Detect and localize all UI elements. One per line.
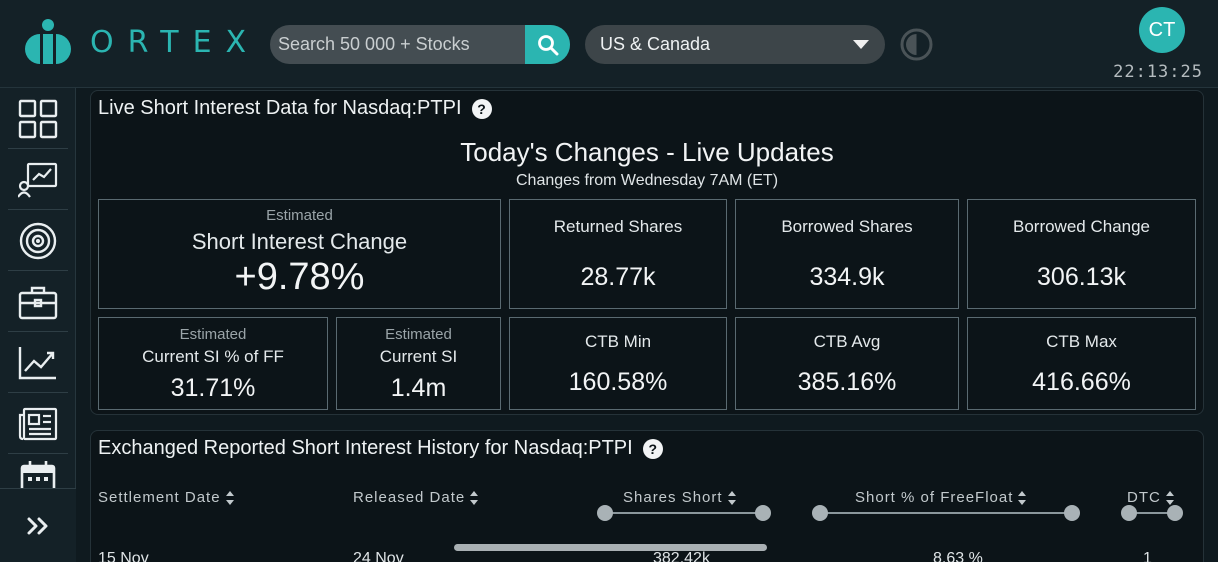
sort-icon — [1165, 490, 1175, 505]
cell-dtc: 1 — [1143, 550, 1152, 562]
live-panel-title-row: Live Short Interest Data for Nasdaq:PTPI… — [98, 97, 492, 120]
history-panel-title-row: Exchanged Reported Short Interest Histor… — [98, 437, 663, 460]
card-label: Borrowed Shares — [781, 217, 913, 236]
column-header-settlement-date[interactable]: Settlement Date — [98, 489, 235, 506]
todays-changes-subheading: Changes from Wednesday 7AM (ET) — [515, 172, 779, 189]
estimated-label: Estimated — [179, 326, 247, 343]
region-select[interactable]: US & Canada — [585, 25, 885, 64]
sort-icon — [225, 490, 235, 505]
ctb-avg-card: CTB Avg 385.16% — [735, 317, 959, 410]
ortex-logo-icon — [25, 19, 71, 64]
range-handle-min[interactable] — [812, 505, 828, 521]
search-icon — [537, 34, 558, 55]
borrowed-change-card: Borrowed Change 306.13k — [967, 199, 1196, 309]
help-icon[interactable]: ? — [642, 438, 663, 459]
range-handle-min[interactable] — [597, 505, 613, 521]
sidebar-item-analytics[interactable] — [0, 149, 76, 210]
dashboard-grid-icon — [18, 99, 58, 138]
borrowed-shares-card: Borrowed Shares 334.9k — [735, 199, 959, 309]
ortex-logo[interactable]: ORTEX — [24, 18, 260, 66]
card-value: 306.13k — [1037, 263, 1126, 291]
range-handle-max[interactable] — [1064, 505, 1080, 521]
short-interest-change-card: Estimated Short Interest Change +9.78% — [98, 199, 501, 309]
briefcase-icon — [18, 286, 58, 319]
sidebar-item-portfolio[interactable] — [0, 271, 76, 332]
top-header: ORTEX US & Canada CT 22:13:25 — [0, 0, 1218, 88]
ctb-max-card: CTB Max 416.66% — [967, 317, 1196, 410]
horizontal-scrollbar[interactable] — [454, 544, 767, 551]
card-label: Current SI — [379, 347, 458, 366]
card-label: Current SI % of FF — [142, 347, 284, 366]
card-value: 1.4m — [390, 374, 447, 402]
range-handle-max[interactable] — [1167, 505, 1183, 521]
search-input[interactable] — [270, 25, 525, 64]
ctb-min-card: CTB Min 160.58% — [509, 317, 727, 410]
card-label: CTB Max — [1046, 332, 1117, 351]
card-value: 31.71% — [170, 374, 256, 402]
card-value: 28.77k — [580, 263, 656, 291]
clock: 22:13:25 — [1113, 62, 1203, 82]
sort-icon — [1018, 490, 1027, 505]
double-chevron-right-icon — [27, 517, 48, 534]
contrast-icon — [900, 28, 933, 61]
history-panel-title: Exchanged Reported Short Interest Histor… — [98, 437, 633, 459]
column-header-dtc[interactable]: DTC — [1127, 489, 1175, 506]
current-si-card: Estimated Current SI 1.4m — [336, 317, 501, 410]
sidebar-item-calendar[interactable] — [0, 454, 76, 488]
news-icon — [18, 407, 58, 440]
cell-short-pct-ff: 8.63 % — [933, 550, 983, 562]
card-value: 416.66% — [1032, 368, 1131, 396]
todays-changes-heading: Today's Changes - Live Updates — [460, 137, 834, 167]
help-icon[interactable]: ? — [471, 98, 492, 119]
card-value: 160.58% — [568, 368, 668, 396]
cell-settlement-date: 15 Nov — [98, 550, 149, 562]
column-header-shares-short[interactable]: Shares Short — [623, 489, 737, 506]
sidebar — [0, 88, 76, 562]
region-selected-value: US & Canada — [600, 34, 711, 54]
card-label: Short Interest Change — [191, 229, 408, 254]
live-panel-title: Live Short Interest Data for Nasdaq:PTPI — [98, 97, 462, 119]
sort-icon — [727, 490, 737, 505]
theme-toggle-button[interactable] — [900, 28, 933, 61]
current-si-ff-card: Estimated Current SI % of FF 31.71% — [98, 317, 328, 410]
chevron-down-icon — [853, 40, 869, 49]
live-short-interest-panel: Live Short Interest Data for Nasdaq:PTPI… — [90, 90, 1204, 415]
card-value: +9.78% — [234, 256, 365, 298]
column-header-short-pct-freefloat[interactable]: Short % of FreeFloat — [855, 489, 1027, 506]
sidebar-item-charts[interactable] — [0, 332, 76, 393]
sidebar-item-news[interactable] — [0, 393, 76, 454]
shares-short-range-filter — [597, 505, 771, 521]
column-header-released-date[interactable]: Released Date — [353, 489, 479, 506]
card-label: Returned Shares — [553, 217, 683, 236]
sidebar-item-dashboard[interactable] — [0, 88, 76, 149]
card-label: Borrowed Change — [1012, 217, 1151, 236]
dtc-range-filter — [1121, 505, 1183, 521]
card-label: CTB Avg — [813, 332, 881, 351]
search-button[interactable] — [525, 25, 570, 64]
range-handle-min[interactable] — [1121, 505, 1137, 521]
estimated-label: Estimated — [385, 326, 452, 343]
sort-icon — [470, 490, 479, 505]
stock-search — [270, 25, 570, 64]
returned-shares-card: Returned Shares 28.77k — [509, 199, 727, 309]
estimated-label: Estimated — [266, 207, 333, 224]
card-value: 334.9k — [809, 263, 885, 291]
range-handle-max[interactable] — [755, 505, 771, 521]
logo-text: ORTEX — [90, 24, 261, 60]
short-pct-range-filter — [812, 505, 1080, 521]
card-value: 385.16% — [797, 368, 897, 396]
trend-chart-icon — [18, 346, 56, 379]
cell-released-date: 24 Nov — [353, 550, 404, 562]
cell-shares-short: 382.42k — [653, 550, 710, 562]
card-label: CTB Min — [584, 332, 652, 351]
sidebar-item-target[interactable] — [0, 210, 76, 271]
target-icon — [19, 222, 57, 259]
analytics-chart-icon — [18, 162, 58, 198]
user-avatar[interactable]: CT — [1139, 7, 1185, 53]
sidebar-expand-button[interactable] — [0, 488, 76, 562]
short-interest-history-panel: Exchanged Reported Short Interest Histor… — [90, 430, 1204, 562]
calendar-icon — [20, 461, 56, 488]
